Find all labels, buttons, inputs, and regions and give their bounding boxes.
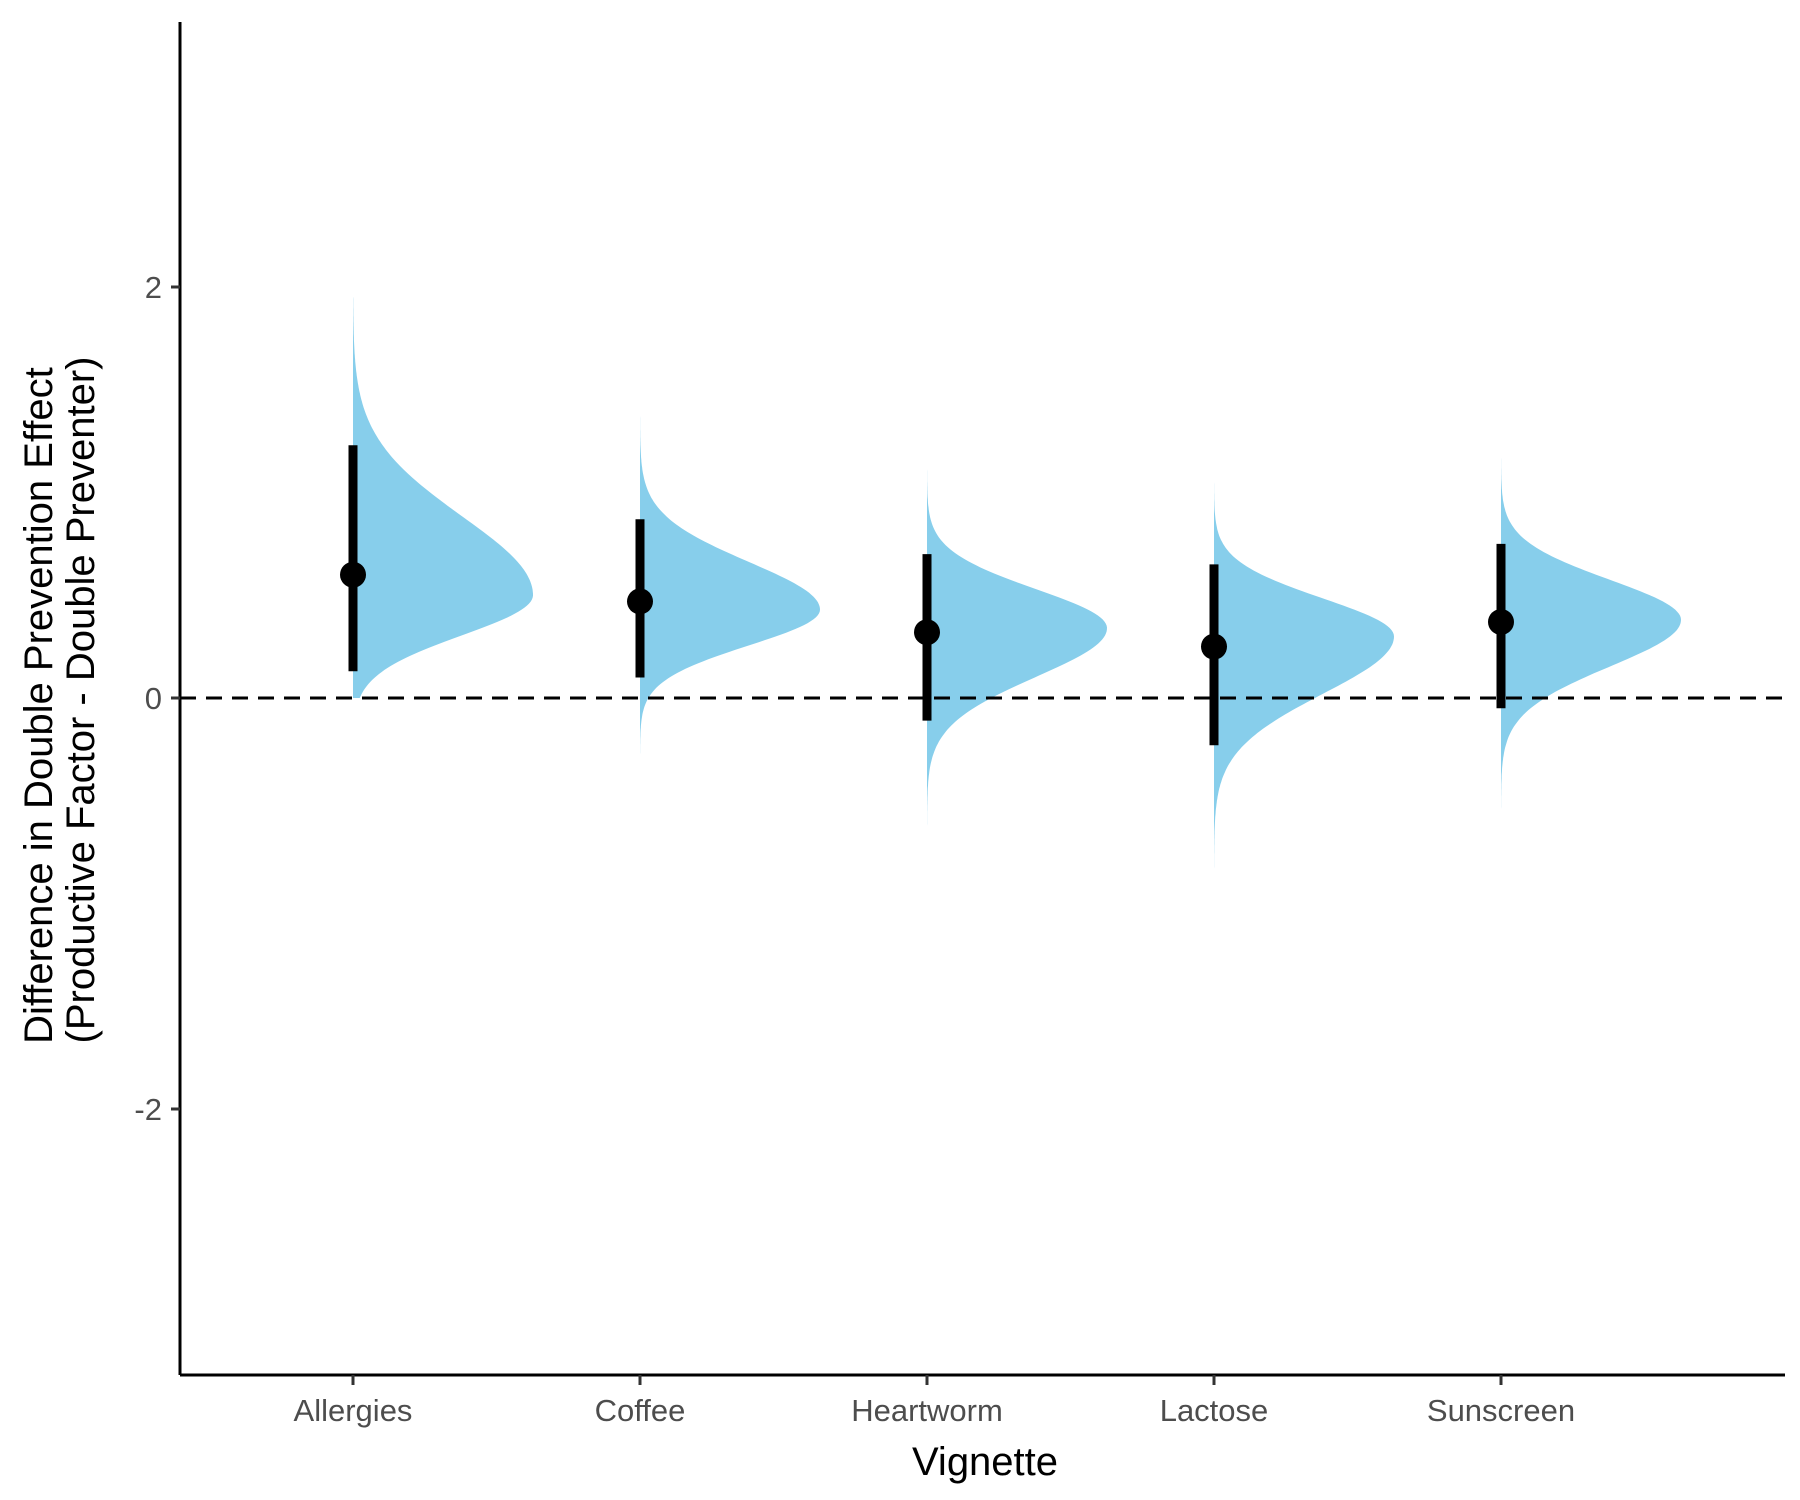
y-axis-title-line-1: Difference in Double Prevention Effect [17, 367, 61, 1044]
distributions [353, 297, 1681, 883]
median-point-sunscreen [1488, 608, 1514, 635]
intervals [340, 445, 1514, 746]
median-point-heartworm [914, 619, 940, 646]
axes: -2 0 2 Allergies Coffee Heartworm Lactose Sunsc… [134, 22, 1785, 1428]
posterior-density-heartworm [927, 441, 1107, 842]
y-tick-label: -2 [134, 1092, 162, 1127]
posterior-density-coffee [640, 410, 820, 791]
posterior-density-lactose [1214, 471, 1394, 883]
posterior-density-sunscreen [1501, 441, 1681, 853]
posterior-density-allergies [353, 297, 533, 698]
y-axis-title: Difference in Double Prevention Effect (… [17, 356, 103, 1044]
x-tick-label: Lactose [1160, 1393, 1269, 1428]
median-point-allergies [340, 561, 366, 588]
median-point-lactose [1201, 633, 1227, 660]
median-point-coffee [627, 588, 653, 615]
x-tick-label: Coffee [595, 1393, 686, 1428]
y-axis-title-line-2: (Productive Factor - Double Preventer) [59, 357, 103, 1044]
y-tick-label: 0 [145, 681, 162, 716]
x-tick-label: Allergies [294, 1393, 413, 1428]
x-tick-label: Sunscreen [1427, 1393, 1575, 1428]
y-tick-label: 2 [145, 270, 162, 305]
x-tick-label: Heartworm [851, 1393, 1003, 1428]
x-axis-title: Vignette [912, 1440, 1058, 1484]
